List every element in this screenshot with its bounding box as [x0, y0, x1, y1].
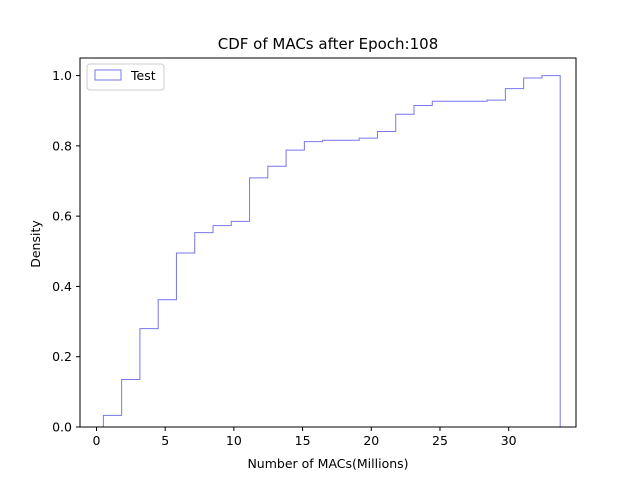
y-tick-label: 1.0 [52, 68, 72, 83]
y-axis-label: Density [28, 220, 43, 268]
y-tick-label: 0.0 [52, 420, 72, 435]
legend: Test [86, 63, 165, 91]
y-tick-label: 0.4 [52, 279, 72, 294]
y-tick-label: 0.8 [52, 138, 72, 153]
x-tick-label: 5 [161, 433, 169, 448]
legend-label-test: Test [130, 68, 156, 83]
chart-title: CDF of MACs after Epoch:108 [218, 35, 439, 53]
x-axis-label: Number of MACs(Millions) [247, 456, 408, 471]
x-tick-label: 30 [501, 433, 517, 448]
axes-frame [79, 57, 577, 428]
series-line-test [102, 75, 561, 427]
x-tick-label: 25 [432, 433, 448, 448]
x-tick-label: 10 [226, 433, 242, 448]
x-tick-label: 15 [295, 433, 311, 448]
x-tick-label: 0 [93, 433, 101, 448]
y-tick-label: 0.6 [52, 209, 72, 224]
x-tick-label: 20 [363, 433, 379, 448]
legend-swatch-test [94, 69, 122, 81]
y-tick-label: 0.2 [52, 349, 72, 364]
plot-area: 0 5 10 15 20 25 30 0.0 0.2 0.4 0.6 0.8 1.0 [52, 57, 577, 448]
